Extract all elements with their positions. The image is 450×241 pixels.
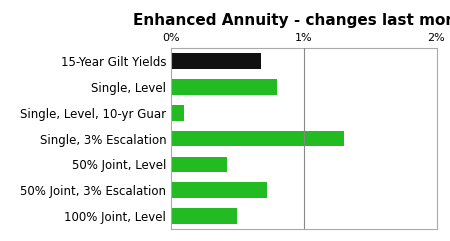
Bar — [171, 53, 261, 69]
Bar — [171, 131, 344, 146]
Bar — [171, 182, 266, 198]
Title: Enhanced Annuity - changes last month: Enhanced Annuity - changes last month — [133, 13, 450, 28]
Bar — [171, 157, 227, 172]
Bar — [171, 79, 277, 95]
Bar — [171, 105, 184, 120]
Bar — [171, 208, 238, 224]
